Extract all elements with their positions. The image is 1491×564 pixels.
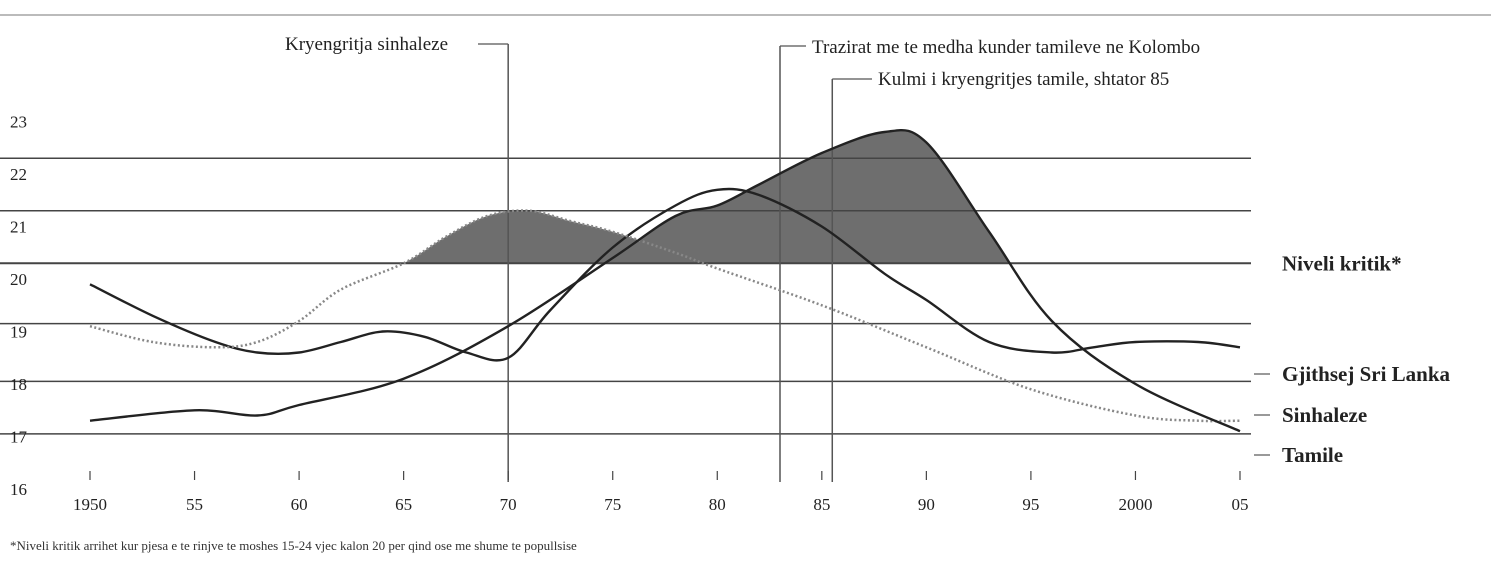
event-label: Kryengritja sinhaleze — [285, 34, 448, 55]
shaded-regions — [90, 130, 1240, 264]
event-label: Trazirat me te medha kunder tamileve ne … — [812, 37, 1200, 58]
x-tick-label: 65 — [395, 495, 412, 514]
x-tick-label: 1950 — [73, 495, 107, 514]
x-tick-label: 05 — [1232, 495, 1249, 514]
y-tick-label: 21 — [10, 218, 27, 237]
shaded-area — [90, 130, 1240, 264]
critical-level-label: Niveli kritik* — [1282, 251, 1402, 275]
axes: 16 17 18 19 20 21 22 23 1950 55 60 65 70 75 80 85 90 95 20… — [10, 113, 1249, 515]
x-tick-label: 60 — [291, 495, 308, 514]
series-label: Tamile — [1282, 443, 1343, 467]
series-labels: Gjithsej Sri Lanka Sinhaleze Tamile Niveli … — [1254, 251, 1451, 467]
series-lines — [89, 128, 1241, 433]
y-tick-label: 20 — [10, 270, 27, 289]
x-tick-label: 2000 — [1118, 495, 1152, 514]
series-line — [89, 187, 1241, 362]
x-tick-label: 85 — [813, 495, 830, 514]
gridlines — [0, 157, 1251, 435]
x-tick-label: 55 — [186, 495, 203, 514]
x-tick-label: 70 — [500, 495, 517, 514]
event-label: Kulmi i kryengritjes tamile, shtator 85 — [878, 69, 1169, 90]
x-tick-label: 80 — [709, 495, 726, 514]
event-markers: Kryengritja sinhaleze Trazirat me te medh… — [285, 34, 1200, 482]
series-label: Gjithsej Sri Lanka — [1282, 362, 1451, 386]
series-line — [89, 209, 1241, 423]
y-tick-label: 17 — [10, 428, 28, 447]
y-tick-label: 16 — [10, 480, 27, 499]
y-tick-label: 22 — [10, 165, 27, 184]
y-tick-label: 18 — [10, 375, 27, 394]
footnote: *Niveli kritik arrihet kur pjesa e te ri… — [10, 538, 577, 553]
series-label: Sinhaleze — [1282, 403, 1367, 427]
series-line — [89, 128, 1241, 433]
x-tick-label: 90 — [918, 495, 935, 514]
y-tick-label: 19 — [10, 323, 27, 342]
x-tick-label: 75 — [604, 495, 621, 514]
x-tick-label: 95 — [1022, 495, 1039, 514]
y-tick-label: 23 — [10, 113, 27, 132]
